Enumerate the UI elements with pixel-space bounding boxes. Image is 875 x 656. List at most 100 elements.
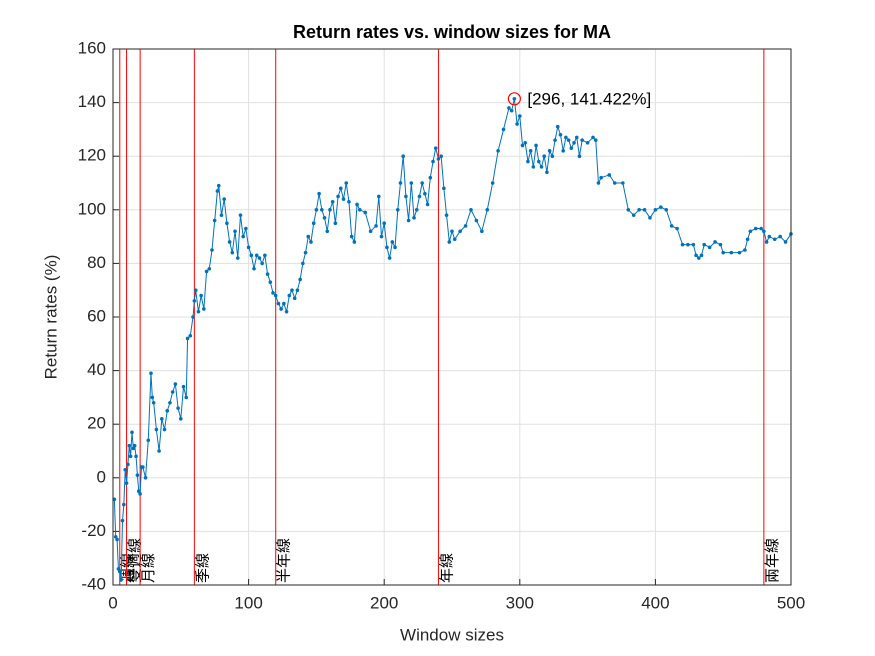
data-point bbox=[282, 301, 286, 306]
data-point bbox=[428, 175, 433, 180]
data-point bbox=[450, 229, 454, 234]
data-point bbox=[664, 208, 669, 212]
data-point bbox=[235, 256, 240, 260]
data-point bbox=[748, 229, 753, 234]
data-point bbox=[417, 194, 422, 199]
data-point bbox=[534, 143, 538, 148]
data-point bbox=[591, 135, 595, 140]
data-point bbox=[241, 234, 245, 239]
data-point bbox=[325, 229, 330, 234]
data-point bbox=[404, 194, 408, 199]
data-point bbox=[550, 154, 555, 158]
x-tick-label: 300 bbox=[506, 593, 534, 612]
data-point bbox=[490, 181, 495, 185]
data-point bbox=[436, 157, 441, 161]
data-point bbox=[783, 240, 788, 244]
highlight-label: [296, 141.422%] bbox=[527, 89, 651, 108]
data-point bbox=[469, 208, 473, 212]
data-point bbox=[376, 194, 381, 199]
data-point bbox=[202, 307, 206, 311]
data-point bbox=[480, 229, 484, 234]
data-point bbox=[545, 170, 549, 175]
data-point bbox=[320, 208, 324, 212]
reference-label: 半年線 bbox=[276, 538, 293, 583]
data-point bbox=[444, 213, 449, 217]
y-tick-label: 80 bbox=[87, 253, 106, 272]
data-point bbox=[134, 454, 138, 459]
data-point bbox=[496, 149, 500, 153]
data-point bbox=[238, 213, 243, 217]
data-point bbox=[442, 186, 446, 191]
data-point bbox=[249, 253, 254, 258]
data-point bbox=[162, 427, 167, 432]
data-point bbox=[368, 229, 373, 234]
x-tick-label: 200 bbox=[370, 593, 398, 612]
data-point bbox=[330, 199, 335, 204]
data-point bbox=[509, 108, 514, 113]
reference-label: 兩年線 bbox=[764, 538, 781, 583]
data-point bbox=[485, 208, 490, 212]
data-point bbox=[607, 173, 612, 177]
data-point bbox=[626, 208, 631, 212]
data-point bbox=[132, 443, 137, 448]
data-point bbox=[764, 240, 769, 244]
data-point bbox=[311, 221, 316, 225]
x-tick-label: 400 bbox=[641, 593, 669, 612]
data-point bbox=[718, 242, 723, 247]
x-tick-label: 100 bbox=[234, 593, 262, 612]
data-point bbox=[363, 210, 368, 215]
data-point bbox=[317, 191, 321, 196]
data-point bbox=[314, 208, 319, 212]
reference-label: 月線 bbox=[140, 553, 157, 583]
data-point bbox=[382, 221, 387, 225]
data-point bbox=[328, 208, 332, 212]
data-point bbox=[212, 218, 217, 223]
data-point bbox=[357, 208, 362, 212]
data-point bbox=[246, 245, 251, 250]
data-point bbox=[131, 446, 136, 451]
data-point bbox=[185, 336, 190, 341]
data-point bbox=[127, 443, 132, 448]
y-tick-label: 60 bbox=[87, 306, 106, 325]
data-point bbox=[596, 181, 601, 185]
data-point bbox=[745, 237, 750, 242]
data-point bbox=[423, 191, 427, 196]
data-point bbox=[631, 213, 636, 217]
x-tick-label: 0 bbox=[108, 593, 117, 612]
data-point bbox=[122, 502, 126, 507]
data-point bbox=[176, 406, 180, 410]
x-axis-label: Window sizes bbox=[400, 625, 504, 644]
data-point bbox=[398, 181, 403, 185]
data-point bbox=[120, 518, 125, 523]
data-point bbox=[653, 208, 658, 212]
data-point bbox=[165, 409, 170, 413]
data-point bbox=[713, 240, 717, 244]
data-point bbox=[303, 250, 308, 255]
data-point bbox=[179, 417, 183, 421]
data-point bbox=[762, 229, 766, 234]
data-point bbox=[146, 438, 151, 443]
data-point bbox=[157, 449, 161, 453]
data-point bbox=[379, 234, 384, 239]
data-point bbox=[772, 237, 777, 242]
data-point bbox=[295, 288, 300, 293]
data-point bbox=[642, 208, 647, 212]
data-point bbox=[287, 293, 292, 298]
data-point bbox=[341, 197, 346, 201]
data-point bbox=[501, 127, 506, 132]
data-point bbox=[116, 567, 121, 571]
data-point bbox=[691, 242, 696, 247]
data-point bbox=[531, 165, 536, 169]
data-point bbox=[207, 266, 212, 271]
data-point bbox=[778, 234, 782, 239]
data-point bbox=[227, 240, 232, 244]
data-point bbox=[151, 400, 156, 405]
y-tick-label: 120 bbox=[78, 146, 106, 165]
data-point bbox=[659, 205, 663, 209]
data-point bbox=[225, 221, 229, 225]
y-tick-label: -40 bbox=[81, 574, 106, 593]
data-point bbox=[193, 288, 198, 293]
data-point bbox=[425, 202, 430, 207]
data-point bbox=[694, 253, 698, 258]
